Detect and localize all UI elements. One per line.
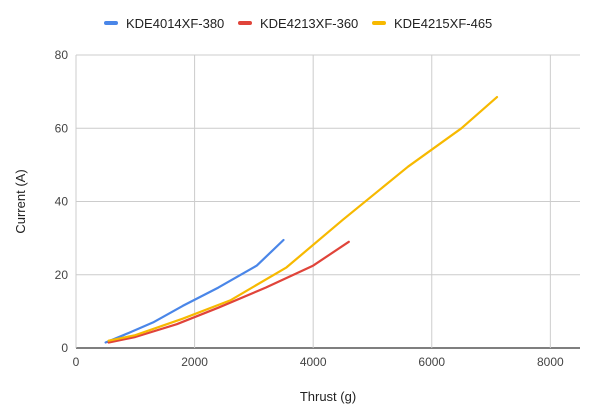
x-tick-label: 4000: [300, 355, 327, 369]
x-axis-title: Thrust (g): [300, 389, 356, 404]
legend: KDE4014XF-380 KDE4213XF-360 KDE4215XF-465: [104, 16, 492, 31]
y-tick-label: 80: [55, 48, 69, 62]
y-axis-title: Current (A): [13, 169, 28, 233]
series-line: [107, 95, 499, 342]
legend-swatch: [238, 21, 252, 25]
x-tick-label: 6000: [418, 355, 445, 369]
legend-label: KDE4014XF-380: [126, 16, 224, 31]
legend-label: KDE4215XF-465: [394, 16, 492, 31]
y-tick-label: 0: [61, 341, 68, 355]
legend-swatch: [372, 21, 386, 25]
tick-labels: 0 20 40 60 80 0 2000 4000 6000 8000: [55, 48, 564, 369]
y-tick-label: 60: [55, 121, 69, 135]
y-tick-label: 20: [55, 268, 69, 282]
legend-swatch: [104, 21, 118, 25]
legend-item: KDE4215XF-465: [372, 16, 492, 31]
x-tick-label: 8000: [537, 355, 564, 369]
legend-label: KDE4213XF-360: [260, 16, 358, 31]
x-tick-label: 2000: [181, 355, 208, 369]
series-line: [107, 240, 350, 344]
y-tick-label: 40: [55, 195, 69, 209]
legend-item: KDE4213XF-360: [238, 16, 358, 31]
x-tick-label: 0: [73, 355, 80, 369]
legend-item: KDE4014XF-380: [104, 16, 224, 31]
series-line: [104, 238, 285, 344]
grid-lines: [75, 54, 580, 349]
series-lines: [104, 95, 499, 344]
